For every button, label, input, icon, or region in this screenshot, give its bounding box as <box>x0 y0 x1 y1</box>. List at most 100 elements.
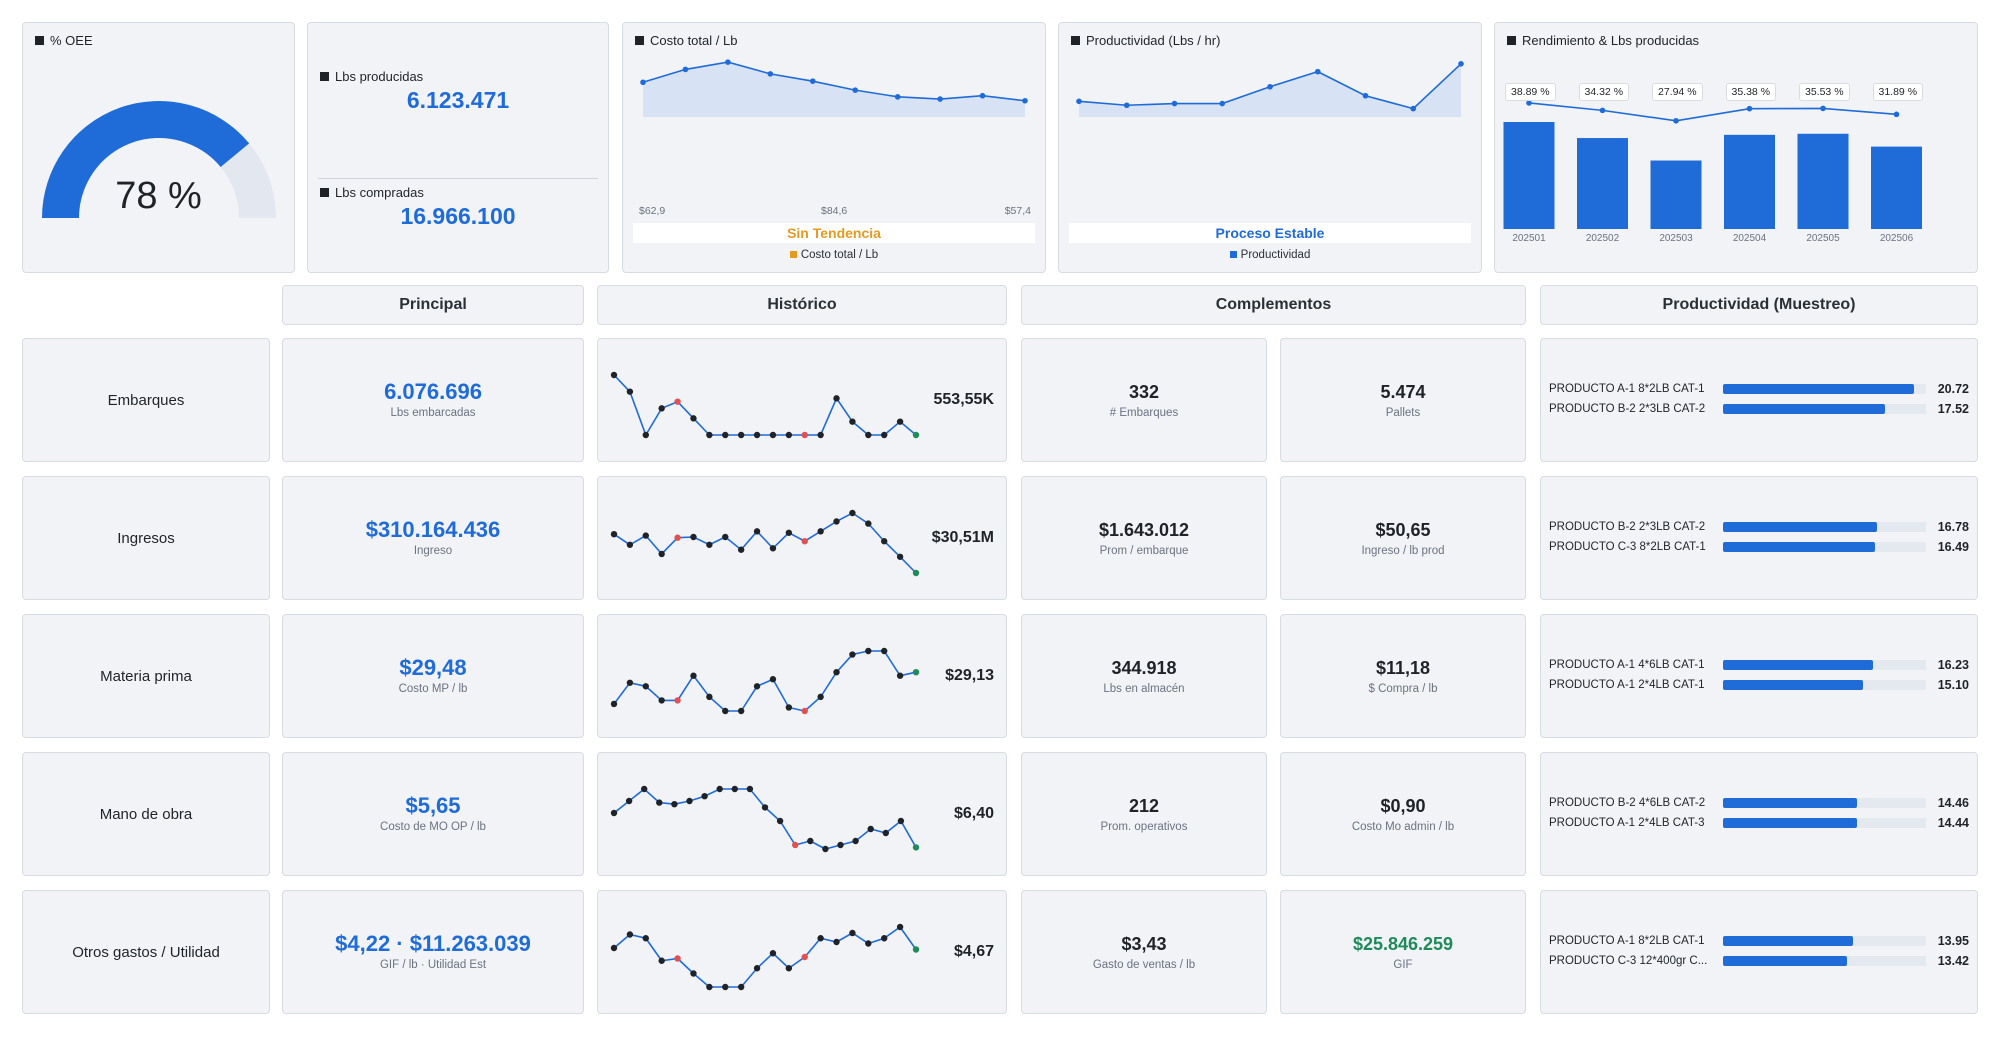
yield-bar-202502 <box>1577 138 1628 229</box>
lbs-purchased-value: 16.966.100 <box>400 203 516 229</box>
complement-2-card: $0,90 Costo Mo admin / lb <box>1280 752 1526 876</box>
product-bar-track <box>1722 522 1926 532</box>
lbs-produced-label: Lbs producidas <box>320 69 423 84</box>
header-complementos: Complementos <box>1021 285 1526 325</box>
sparkline-point-10 <box>769 676 777 683</box>
sparkline-point-7 <box>722 431 729 439</box>
lbs-produced-value: 6.123.471 <box>406 87 510 113</box>
sparkline-point-3 <box>658 957 665 964</box>
sparkline-point-16 <box>852 837 859 845</box>
sparkline-point-19 <box>912 431 920 439</box>
sparkline-point-2 <box>641 785 648 793</box>
header-principal: Principal <box>282 285 584 325</box>
sparkline-point-13 <box>817 431 824 439</box>
sparkline-point-7 <box>722 707 729 715</box>
cost-point-3 <box>767 71 774 77</box>
historico-value: $6,40 <box>953 805 994 822</box>
yield-chart-card: Rendimiento & Lbs producidas 202501 20250… <box>1494 22 1978 273</box>
sparkline-line <box>613 374 917 437</box>
yield-bar-202504 <box>1724 134 1775 229</box>
principal-value: $310.164.436 <box>365 517 501 542</box>
yield-x-label: 202501 <box>1512 233 1546 244</box>
complement-1-sub: # Embarques <box>1109 407 1179 419</box>
cost-area-chart <box>640 59 1028 117</box>
header-productividad: Productividad (Muestreo) <box>1540 285 1978 325</box>
yield-line-label: 38.89 % <box>1505 83 1556 101</box>
cost-point-9 <box>1022 97 1028 104</box>
product-row: PRODUCTO A-1 8*2LB CAT-1 13.95 <box>1549 933 1969 949</box>
sparkline-point-6 <box>706 983 713 991</box>
complement-2-value: $25.846.259 <box>1352 934 1454 954</box>
product-value: 16.49 <box>1937 540 1969 554</box>
sparkline-point-16 <box>865 940 872 947</box>
complement-2-value: 5.474 <box>1380 382 1426 402</box>
product-value: 16.23 <box>1937 658 1969 672</box>
row-label-card: Otros gastos / Utilidad <box>22 890 270 1014</box>
product-bar-fill <box>1722 542 1875 552</box>
sparkline-point-14 <box>822 845 829 853</box>
yield-line-point-1 <box>1599 107 1606 114</box>
sparkline-point-4 <box>674 955 681 962</box>
row-label: Mano de obra <box>99 805 193 823</box>
complement-2-sub: GIF <box>1393 959 1413 971</box>
sparkline-point-19 <box>912 569 920 577</box>
product-row: PRODUCTO C-3 12*400gr C... 13.42 <box>1549 953 1969 969</box>
product-bar-track <box>1722 798 1926 808</box>
sparkline-point-12 <box>801 431 808 439</box>
sparkline-point-15 <box>849 651 856 658</box>
row-label-card: Embarques <box>22 338 270 462</box>
product-bar-fill <box>1722 936 1853 946</box>
sparkline-point-0 <box>610 371 618 379</box>
sparkline-point-11 <box>785 965 793 972</box>
prod-area <box>1079 63 1461 117</box>
sparkline-point-8 <box>737 707 745 715</box>
principal-value: $5,65 <box>405 793 461 818</box>
product-bar-fill <box>1722 798 1857 808</box>
principal-value: 6.076.696 <box>384 379 482 404</box>
product-bar-track <box>1722 542 1926 552</box>
sparkline-point-3 <box>658 550 665 558</box>
complement-1-card: 212 Prom. operativos <box>1021 752 1267 876</box>
principal-sub: GIF / lb · Utilidad Est <box>379 959 487 971</box>
sparkline-point-4 <box>674 534 681 541</box>
sparkline-point-17 <box>881 538 888 545</box>
complement-1-sub: Lbs en almacén <box>1103 683 1185 695</box>
sparkline-point-13 <box>817 935 824 942</box>
product-name: PRODUCTO B-2 4*6LB CAT-2 <box>1549 797 1706 809</box>
productividad-card: PRODUCTO B-2 2*3LB CAT-2 16.78 PRODUCTO … <box>1540 476 1978 600</box>
sparkline-point-16 <box>865 520 872 527</box>
yield-chart-title: Rendimiento & Lbs producidas <box>1507 33 1699 48</box>
sparkline-point-6 <box>706 541 713 548</box>
sparkline-point-10 <box>769 431 777 439</box>
sparkline-point-10 <box>769 545 777 552</box>
lbs-divider <box>318 178 598 179</box>
yield-line-label: 31.89 % <box>1872 83 1924 101</box>
historico-value: 553,55K <box>933 391 995 408</box>
historico-value: $4,67 <box>953 943 994 960</box>
complement-2-sub: $ Compra / lb <box>1368 683 1438 695</box>
sparkline-point-18 <box>896 923 904 931</box>
product-row: PRODUCTO A-1 4*6LB CAT-1 16.23 <box>1549 657 1969 673</box>
sparkline-point-15 <box>849 929 856 937</box>
sparkline-point-14 <box>833 668 840 676</box>
sparkline-point-6 <box>701 793 708 800</box>
cost-point-8 <box>979 92 986 99</box>
legend-square-icon <box>789 251 797 258</box>
prod-point-4 <box>1267 83 1273 90</box>
sparkline-point-14 <box>833 938 840 946</box>
sparkline-point-17 <box>881 647 888 655</box>
historico-sparkline <box>610 923 920 991</box>
sparkline-point-4 <box>674 697 681 704</box>
product-value: 17.52 <box>1937 402 1969 416</box>
yield-bar-chart: 202501 202502 202503 202504 202505 202506 <box>1503 100 1922 244</box>
complement-1-card: 332 # Embarques <box>1021 338 1267 462</box>
yield-line-point-2 <box>1673 117 1679 124</box>
sparkline-point-1 <box>625 797 633 805</box>
sparkline-point-20 <box>912 844 920 851</box>
sparkline-point-8 <box>737 431 745 439</box>
sparkline-point-3 <box>656 799 663 806</box>
product-name: PRODUCTO A-1 8*2LB CAT-1 <box>1549 383 1705 395</box>
row-label: Otros gastos / Utilidad <box>72 943 220 961</box>
complement-1-sub: Gasto de ventas / lb <box>1092 959 1196 971</box>
product-value: 14.44 <box>1937 816 1969 830</box>
